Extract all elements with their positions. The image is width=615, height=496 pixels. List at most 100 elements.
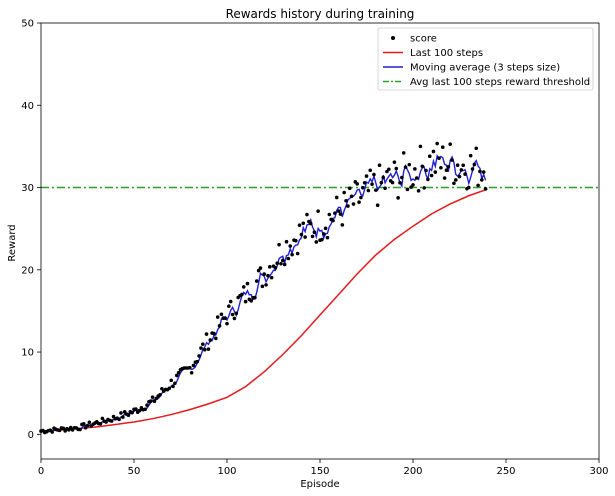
score-point (228, 299, 233, 304)
score-point (411, 183, 415, 187)
score-point (134, 407, 138, 411)
score-point (459, 168, 464, 172)
chart-title: Rewards history during training (226, 7, 415, 21)
score-point (281, 258, 285, 263)
score-point (383, 186, 387, 191)
legend-label-threshold: Avg last 100 steps reward threshold (410, 77, 590, 88)
score-point (394, 166, 399, 171)
score-point (266, 273, 270, 278)
score-point (150, 395, 155, 400)
score-point (424, 168, 428, 173)
score-point (375, 203, 380, 208)
score-point (310, 234, 315, 239)
score-point (364, 174, 369, 178)
score-point (444, 168, 449, 173)
score-point (277, 242, 281, 247)
score-point (188, 365, 192, 370)
score-point (452, 181, 456, 186)
score-point (450, 158, 454, 162)
score-point (346, 204, 350, 208)
last100-line (40, 188, 488, 432)
score-point (78, 427, 82, 432)
score-point (433, 170, 438, 174)
score-point (174, 373, 179, 378)
score-point (109, 419, 114, 423)
score-point (245, 281, 250, 286)
score-point (463, 172, 467, 176)
score-point (126, 413, 131, 417)
score-point (282, 262, 287, 267)
legend-label-score: score (410, 34, 437, 45)
score-point (297, 223, 302, 228)
score-point (215, 315, 220, 319)
score-point (374, 188, 378, 192)
score-point (241, 285, 246, 289)
score-point (355, 182, 360, 186)
score-point (145, 403, 149, 407)
score-point (104, 420, 108, 424)
x-axis: 0 50 100 150 200 250 300 (38, 459, 609, 477)
score-point (320, 237, 324, 242)
score-point (453, 178, 458, 182)
score-point (305, 212, 309, 217)
score-point (316, 209, 320, 213)
score-point (234, 311, 239, 316)
score-point (256, 268, 261, 273)
y-axis: 0 10 20 30 40 50 (21, 19, 41, 441)
score-point (414, 176, 419, 180)
legend: score Last 100 steps Moving average (3 ste… (377, 27, 594, 91)
score-point (169, 378, 173, 383)
score-point (467, 185, 471, 190)
score-point (405, 187, 410, 192)
score-point (333, 211, 337, 215)
legend-box (377, 27, 594, 91)
score-point (273, 265, 278, 270)
score-point (253, 295, 257, 300)
score-point (284, 239, 289, 244)
score-point (243, 299, 248, 304)
score-point (392, 160, 397, 164)
score-point (387, 167, 391, 172)
score-point (429, 173, 434, 178)
score-point (249, 299, 253, 303)
score-point (470, 167, 475, 171)
score-point (427, 154, 432, 159)
score-point (303, 235, 307, 239)
score-point (148, 399, 153, 403)
x-tick-label: 150 (310, 466, 329, 477)
score-point (308, 221, 313, 226)
x-tick-label: 300 (589, 466, 608, 477)
score-point (390, 180, 395, 185)
score-point (483, 187, 488, 191)
score-point (349, 194, 354, 199)
score-point (398, 180, 402, 185)
legend-label-last100: Last 100 steps (410, 48, 483, 59)
score-point (288, 244, 293, 248)
score-point (334, 195, 339, 200)
y-tick-label: 50 (21, 19, 34, 30)
score-point (457, 174, 462, 179)
x-axis-label: Episode (300, 479, 339, 490)
score-point (331, 218, 335, 223)
score-point (202, 347, 207, 352)
score-point (85, 423, 90, 428)
score-point (219, 312, 224, 317)
score-point (214, 336, 218, 341)
score-point (61, 426, 66, 431)
score-point (381, 175, 386, 180)
score-point (137, 408, 142, 413)
score-point (258, 266, 263, 270)
score-point (301, 221, 306, 226)
score-point (468, 153, 473, 158)
score-point (225, 321, 229, 326)
score-point (340, 223, 345, 227)
score-point (439, 166, 443, 170)
score-point (130, 410, 134, 415)
score-point (474, 146, 479, 151)
score-point (173, 381, 177, 386)
score-point (227, 304, 231, 308)
y-axis-label: Reward (7, 224, 18, 261)
score-point (232, 316, 237, 321)
score-point (98, 421, 103, 426)
score-point (372, 172, 376, 177)
